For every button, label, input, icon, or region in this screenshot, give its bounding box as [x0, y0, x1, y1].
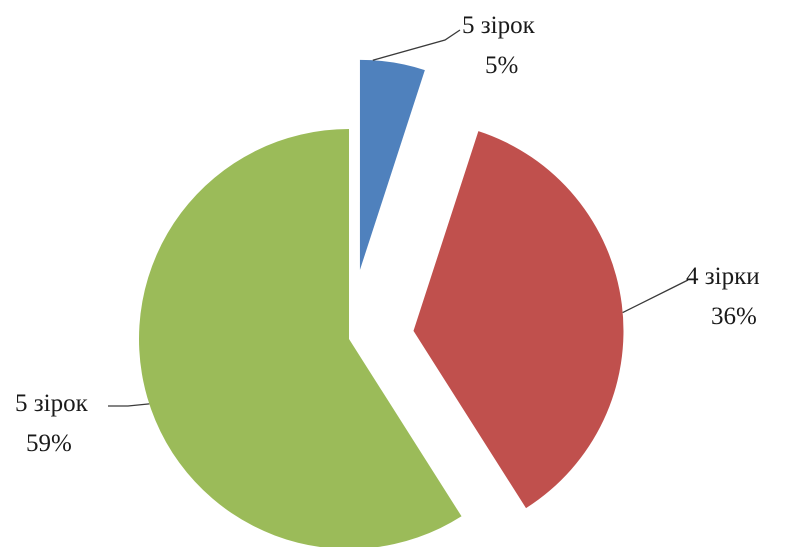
- leader-line-0: [372, 29, 461, 61]
- slice-2-label: 5 зірок: [15, 390, 89, 417]
- pie-slice-2: [139, 129, 462, 547]
- slice-1-label: 4 зірки: [686, 263, 760, 290]
- leader-line-2: [108, 403, 150, 407]
- pie-slice-1: [413, 131, 624, 509]
- slice-0-percent-label: 5%: [485, 52, 518, 79]
- leader-line-1: [622, 279, 689, 314]
- slice-2-percent-label: 59%: [26, 430, 72, 457]
- slice-0-label: 5 зірок: [462, 12, 536, 39]
- slice-label-group-2: 5 зірок 59%: [15, 390, 89, 457]
- pie-slices: [139, 59, 624, 547]
- slice-1-percent-label: 36%: [711, 303, 757, 330]
- pie-slice-0: [359, 59, 425, 270]
- leader-lines: [108, 29, 689, 407]
- slice-label-group-0: 5 зірок 5%: [462, 12, 536, 79]
- slice-label-group-1: 4 зірки 36%: [686, 263, 760, 330]
